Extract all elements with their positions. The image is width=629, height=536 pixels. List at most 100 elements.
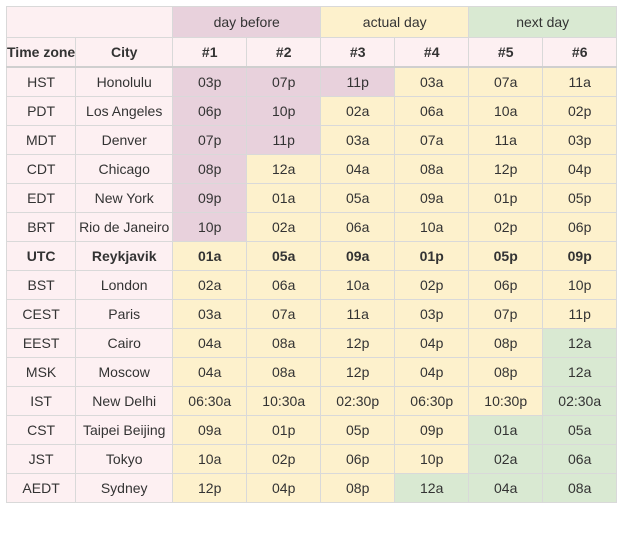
time-cell: 02:30p xyxy=(320,386,396,416)
city-cell: New York xyxy=(75,183,174,213)
time-cell: 12a xyxy=(542,328,618,358)
time-cell: 06p xyxy=(542,212,618,242)
time-cell: 03a xyxy=(320,125,396,155)
group-actual-day: actual day xyxy=(320,6,470,38)
city-cell: Reykjavik xyxy=(75,241,174,271)
time-cell: 12a xyxy=(542,357,618,387)
table-row: EEST Cairo 04a 08a 12p 04p 08p 12a xyxy=(5,328,618,358)
time-cell: 03a xyxy=(172,299,248,329)
time-cell: 03p xyxy=(542,125,618,155)
header-slot-3: #3 xyxy=(320,37,396,68)
timezone-cell: IST xyxy=(5,386,77,416)
time-cell: 02a xyxy=(320,96,396,126)
time-cell: 10a xyxy=(468,96,544,126)
column-header-row: Time zone City #1 #2 #3 #4 #5 #6 xyxy=(5,37,618,68)
table-row: BST London 02a 06a 10a 02p 06p 10p xyxy=(5,270,618,300)
time-cell: 09a xyxy=(320,241,396,271)
time-cell: 04p xyxy=(246,473,322,503)
table-row: UTC Reykjavik 01a 05a 09a 01p 05p 09p xyxy=(5,241,618,271)
time-cell: 04a xyxy=(320,154,396,184)
timezone-cell: HST xyxy=(5,66,77,97)
time-cell: 05p xyxy=(468,241,544,271)
time-cell: 06p xyxy=(172,96,248,126)
time-cell: 11p xyxy=(246,125,322,155)
city-cell: Taipei Beijing xyxy=(75,415,174,445)
time-cell: 12a xyxy=(246,154,322,184)
table-row: CEST Paris 03a 07a 11a 03p 07p 11p xyxy=(5,299,618,329)
time-cell: 10a xyxy=(172,444,248,474)
time-cell: 08p xyxy=(172,154,248,184)
time-cell: 10p xyxy=(172,212,248,242)
time-cell: 06p xyxy=(320,444,396,474)
time-cell: 01p xyxy=(394,241,470,271)
timezone-cell: CDT xyxy=(5,154,77,184)
time-cell: 04p xyxy=(394,357,470,387)
header-slot-5: #5 xyxy=(468,37,544,68)
time-cell: 07p xyxy=(172,125,248,155)
time-cell: 06:30a xyxy=(172,386,248,416)
table-row: MDT Denver 07p 11p 03a 07a 11a 03p xyxy=(5,125,618,155)
time-cell: 05a xyxy=(246,241,322,271)
timezone-cell: BRT xyxy=(5,212,77,242)
header-slot-2: #2 xyxy=(246,37,322,68)
time-cell: 08p xyxy=(468,357,544,387)
time-cell: 06a xyxy=(320,212,396,242)
time-cell: 02p xyxy=(542,96,618,126)
timezone-cell: MDT xyxy=(5,125,77,155)
table-row: IST New Delhi 06:30a 10:30a 02:30p 06:30p 10:3… xyxy=(5,386,618,416)
time-cell: 06a xyxy=(394,96,470,126)
time-cell: 10:30a xyxy=(246,386,322,416)
time-cell: 08a xyxy=(246,328,322,358)
time-cell: 10a xyxy=(394,212,470,242)
city-cell: New Delhi xyxy=(75,386,174,416)
time-cell: 10p xyxy=(542,270,618,300)
table-row: HST Honolulu 03p 07p 11p 03a 07a 11a xyxy=(5,66,618,97)
table-row: JST Tokyo 10a 02p 06p 10p 02a 06a xyxy=(5,444,618,474)
header-slot-1: #1 xyxy=(172,37,248,68)
city-cell: Rio de Janeiro xyxy=(75,212,174,242)
time-cell: 03a xyxy=(394,66,470,97)
city-cell: Paris xyxy=(75,299,174,329)
time-cell: 03p xyxy=(172,66,248,97)
group-blank-cell xyxy=(5,6,174,38)
time-cell: 09a xyxy=(394,183,470,213)
time-cell: 02a xyxy=(246,212,322,242)
time-cell: 02p xyxy=(394,270,470,300)
timezone-cell: EDT xyxy=(5,183,77,213)
time-cell: 11p xyxy=(320,66,396,97)
header-slot-4: #4 xyxy=(394,37,470,68)
table-row: BRT Rio de Janeiro 10p 02a 06a 10a 02p 06p xyxy=(5,212,618,242)
group-day-before: day before xyxy=(172,6,322,38)
time-cell: 05p xyxy=(542,183,618,213)
time-cell: 04p xyxy=(542,154,618,184)
timezone-cell: EEST xyxy=(5,328,77,358)
time-cell: 02:30a xyxy=(542,386,618,416)
time-cell: 07a xyxy=(394,125,470,155)
time-cell: 06a xyxy=(246,270,322,300)
city-cell: Tokyo xyxy=(75,444,174,474)
time-cell: 01a xyxy=(246,183,322,213)
table-row: MSK Moscow 04a 08a 12p 04p 08p 12a xyxy=(5,357,618,387)
city-cell: Denver xyxy=(75,125,174,155)
time-cell: 12p xyxy=(172,473,248,503)
table-row: PDT Los Angeles 06p 10p 02a 06a 10a 02p xyxy=(5,96,618,126)
time-cell: 07p xyxy=(468,299,544,329)
city-cell: Los Angeles xyxy=(75,96,174,126)
timezone-cell: PDT xyxy=(5,96,77,126)
time-cell: 06:30p xyxy=(394,386,470,416)
time-cell: 04a xyxy=(172,328,248,358)
time-cell: 10:30p xyxy=(468,386,544,416)
header-slot-6: #6 xyxy=(542,37,618,68)
time-cell: 11p xyxy=(542,299,618,329)
time-cell: 07a xyxy=(246,299,322,329)
table-row: CDT Chicago 08p 12a 04a 08a 12p 04p xyxy=(5,154,618,184)
table-row: CST Taipei Beijing 09a 01p 05p 09p 01a 05a xyxy=(5,415,618,445)
time-cell: 07p xyxy=(246,66,322,97)
city-cell: Chicago xyxy=(75,154,174,184)
header-timezone: Time zone xyxy=(5,37,77,68)
time-cell: 11a xyxy=(320,299,396,329)
header-city: City xyxy=(75,37,174,68)
day-group-row: day before actual day next day xyxy=(5,6,618,38)
timezone-cell: BST xyxy=(5,270,77,300)
time-cell: 10a xyxy=(320,270,396,300)
